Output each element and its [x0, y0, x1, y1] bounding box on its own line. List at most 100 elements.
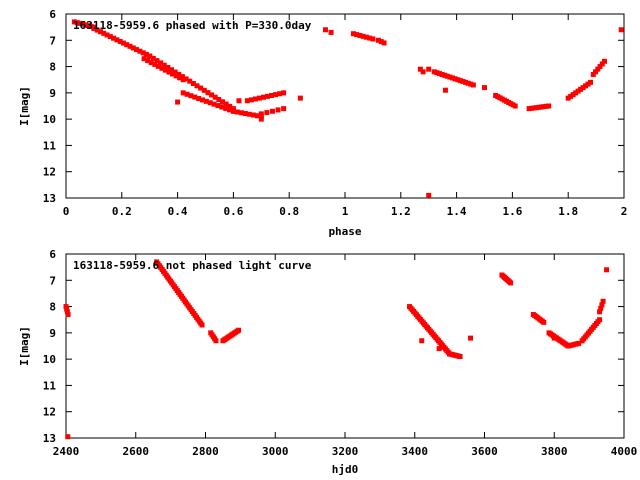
- data-point: [114, 37, 120, 43]
- x-tick-label: 2400: [53, 445, 80, 458]
- x-tick-label: 1.4: [447, 205, 467, 218]
- data-point: [258, 114, 264, 120]
- data-point: [64, 306, 70, 312]
- y-tick-label: 8: [49, 301, 56, 314]
- data-point: [234, 109, 240, 115]
- data-point: [230, 108, 236, 114]
- data-point: [111, 35, 117, 41]
- data-point: [207, 100, 213, 106]
- x-tick-label: 3600: [471, 445, 498, 458]
- y-tick-label: 6: [49, 248, 56, 261]
- data-point: [161, 62, 167, 68]
- data-point: [354, 32, 360, 38]
- data-point: [137, 48, 143, 54]
- data-point: [94, 27, 100, 33]
- data-point: [254, 113, 260, 119]
- data-point: [85, 23, 91, 29]
- data-point: [599, 61, 605, 67]
- data-point: [165, 64, 171, 70]
- data-point: [219, 99, 225, 105]
- x-tick-label: 0.4: [168, 205, 188, 218]
- data-point: [152, 61, 158, 67]
- data-point: [180, 90, 186, 96]
- data-point: [147, 53, 153, 59]
- phased-light-curve-panel: 0 0.2 0.4 0.6 0.8 1 1.2 1.4 1.6 1.8 2 6 7 8 9 10 11 12 13 p…: [18, 8, 627, 238]
- data-point: [417, 66, 423, 72]
- data-point: [452, 76, 458, 82]
- data-point: [258, 116, 264, 122]
- data-point: [367, 35, 373, 41]
- data-point: [130, 45, 136, 51]
- y-axis-label: I[mag]: [18, 326, 31, 366]
- data-point: [187, 78, 193, 84]
- data-point: [420, 69, 426, 75]
- data-point: [252, 96, 258, 102]
- data-point: [598, 305, 604, 311]
- y-tick-label: 11: [43, 379, 57, 392]
- data-point: [436, 71, 442, 77]
- data-points: [63, 259, 610, 440]
- x-tick-label: 3200: [332, 445, 359, 458]
- data-point: [199, 97, 205, 103]
- data-point: [363, 34, 369, 40]
- data-point: [64, 309, 70, 315]
- data-point: [238, 110, 244, 116]
- data-point: [436, 346, 442, 352]
- data-point: [169, 67, 175, 73]
- data-point: [236, 98, 242, 104]
- data-point: [541, 319, 547, 325]
- data-point: [370, 36, 376, 42]
- data-point: [546, 103, 552, 109]
- y-tick-label: 12: [43, 406, 56, 419]
- data-point: [465, 80, 471, 86]
- data-point: [227, 107, 233, 113]
- data-point: [597, 317, 603, 323]
- x-tick-label: 3000: [262, 445, 289, 458]
- data-point: [188, 93, 194, 99]
- data-point: [166, 69, 172, 75]
- unphased-light-curve-panel: 2400 2600 2800 3000 3200 3400 3600 3800 4000 6 7 8 9…: [18, 248, 637, 476]
- data-point: [190, 80, 196, 86]
- data-point: [431, 69, 437, 75]
- data-point: [588, 79, 594, 85]
- data-point: [277, 91, 283, 97]
- data-point: [219, 104, 225, 110]
- data-point: [597, 309, 603, 315]
- plot-frame: [65, 253, 625, 439]
- data-point: [590, 71, 596, 77]
- data-point: [246, 111, 252, 117]
- x-tick-label: 2600: [123, 445, 150, 458]
- x-tick-label: 1.6: [502, 205, 522, 218]
- data-point: [172, 69, 178, 75]
- data-point: [576, 340, 582, 346]
- data-point: [250, 112, 256, 118]
- data-point: [180, 77, 186, 83]
- data-point: [215, 103, 221, 109]
- data-point: [120, 40, 126, 46]
- data-point: [141, 56, 147, 62]
- data-point: [275, 107, 281, 113]
- data-point: [80, 21, 86, 27]
- data-point: [216, 96, 222, 102]
- y-tick-label: 6: [49, 8, 56, 21]
- data-point: [211, 101, 217, 107]
- data-point: [170, 71, 176, 77]
- data-point: [107, 34, 113, 40]
- data-point: [145, 58, 151, 64]
- data-point: [176, 71, 182, 77]
- x-tick-label: 2: [621, 205, 628, 218]
- data-point: [426, 192, 432, 198]
- x-tick-label: 0.6: [223, 205, 243, 218]
- y-tick-label: 8: [49, 61, 56, 74]
- data-points: [71, 19, 624, 198]
- data-point: [378, 39, 384, 45]
- data-point: [256, 95, 262, 101]
- data-point: [91, 25, 97, 31]
- data-point: [322, 27, 328, 33]
- data-point: [264, 110, 270, 116]
- data-point: [83, 22, 89, 28]
- data-point: [74, 20, 80, 26]
- x-tick-label: 0.2: [112, 205, 132, 218]
- data-point: [134, 47, 140, 53]
- data-point: [71, 19, 77, 25]
